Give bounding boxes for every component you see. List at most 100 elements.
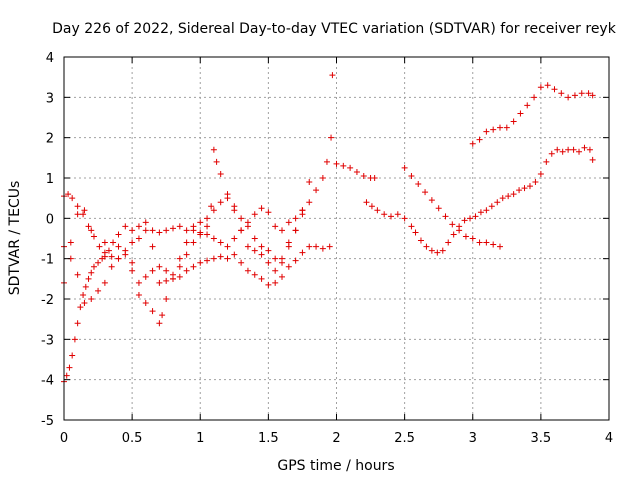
- data-point: [74, 320, 81, 327]
- data-point: [313, 187, 320, 194]
- data-point: [135, 223, 142, 230]
- data-point: [581, 144, 588, 151]
- x-axis-label: GPS time / hours: [277, 458, 394, 474]
- data-point: [469, 235, 476, 242]
- data-point: [578, 90, 585, 97]
- data-point: [494, 199, 501, 206]
- data-point: [183, 239, 190, 246]
- data-point: [435, 205, 442, 212]
- data-point: [449, 221, 456, 228]
- data-point: [272, 279, 279, 286]
- data-point: [122, 247, 129, 254]
- data-point: [142, 227, 149, 234]
- data-point: [217, 253, 224, 260]
- data-point: [105, 247, 112, 254]
- data-point: [381, 211, 388, 218]
- data-point: [190, 227, 197, 234]
- data-point: [285, 243, 292, 250]
- data-point: [368, 203, 375, 210]
- grid-lines: [64, 57, 609, 420]
- data-point: [497, 124, 503, 131]
- data-point: [347, 164, 354, 171]
- data-point: [176, 255, 183, 262]
- data-point: [408, 223, 415, 230]
- data-point: [537, 170, 544, 177]
- data-point: [551, 86, 558, 93]
- data-point: [483, 207, 490, 214]
- data-point: [170, 275, 176, 282]
- data-point: [488, 203, 495, 210]
- data-point: [108, 253, 115, 260]
- data-point: [197, 219, 204, 226]
- data-point: [439, 247, 446, 254]
- y-tick-label: 3: [46, 91, 54, 106]
- data-point: [224, 195, 231, 202]
- data-point: [149, 267, 156, 274]
- data-point: [142, 300, 149, 307]
- data-point: [82, 283, 89, 290]
- data-point: [445, 239, 452, 246]
- data-point: [510, 118, 517, 125]
- data-point: [328, 134, 335, 141]
- data-point: [340, 162, 347, 169]
- axis-ticks: [63, 56, 610, 421]
- data-point: [265, 259, 272, 266]
- data-point: [576, 148, 583, 155]
- data-point: [244, 267, 251, 274]
- data-point: [532, 179, 539, 186]
- data-point: [210, 146, 217, 153]
- data-point: [149, 308, 156, 315]
- data-point: [306, 199, 313, 206]
- data-point: [477, 209, 484, 216]
- series-trace-f: [363, 144, 596, 256]
- data-point: [299, 249, 306, 256]
- data-point: [190, 263, 197, 270]
- y-axis-label: SDTVAR / TECUs: [7, 181, 23, 296]
- data-point: [516, 187, 523, 194]
- data-point: [238, 227, 245, 234]
- y-tick-label: 4: [46, 51, 54, 66]
- data-point: [292, 215, 299, 222]
- data-point: [292, 257, 299, 264]
- y-tick-label: -2: [41, 293, 54, 308]
- data-point: [129, 239, 136, 246]
- data-point: [531, 94, 538, 101]
- data-point: [183, 267, 190, 274]
- data-point: [558, 90, 565, 97]
- data-point: [231, 235, 238, 242]
- data-point: [251, 247, 258, 254]
- data-point: [417, 237, 424, 244]
- data-point: [224, 243, 231, 250]
- data-point: [197, 259, 204, 266]
- data-point: [360, 172, 367, 179]
- data-point: [129, 227, 136, 234]
- data-point: [272, 255, 279, 262]
- data-point: [197, 231, 204, 238]
- y-tick-label: -4: [41, 374, 54, 389]
- data-point: [163, 277, 170, 284]
- series-trace-e: [333, 160, 378, 181]
- data-point: [149, 243, 156, 250]
- data-point: [497, 243, 503, 250]
- data-point: [135, 235, 142, 242]
- series-outlier: [329, 72, 336, 79]
- data-point: [326, 243, 333, 250]
- data-point: [85, 275, 92, 282]
- y-tick-label: -1: [41, 253, 54, 268]
- data-point: [272, 267, 279, 274]
- series-trace-h: [469, 82, 596, 147]
- data-point: [505, 193, 512, 200]
- data-point: [204, 215, 211, 222]
- data-point: [472, 213, 479, 220]
- data-point: [80, 211, 87, 218]
- x-tick-label: 2: [332, 431, 340, 446]
- data-point: [90, 233, 97, 240]
- data-point: [258, 243, 265, 250]
- data-point: [434, 249, 441, 256]
- data-point: [585, 90, 592, 97]
- data-point: [571, 92, 578, 99]
- data-point: [210, 255, 217, 262]
- x-tick-label: 0: [60, 431, 68, 446]
- data-point: [81, 300, 88, 307]
- data-point: [101, 239, 108, 246]
